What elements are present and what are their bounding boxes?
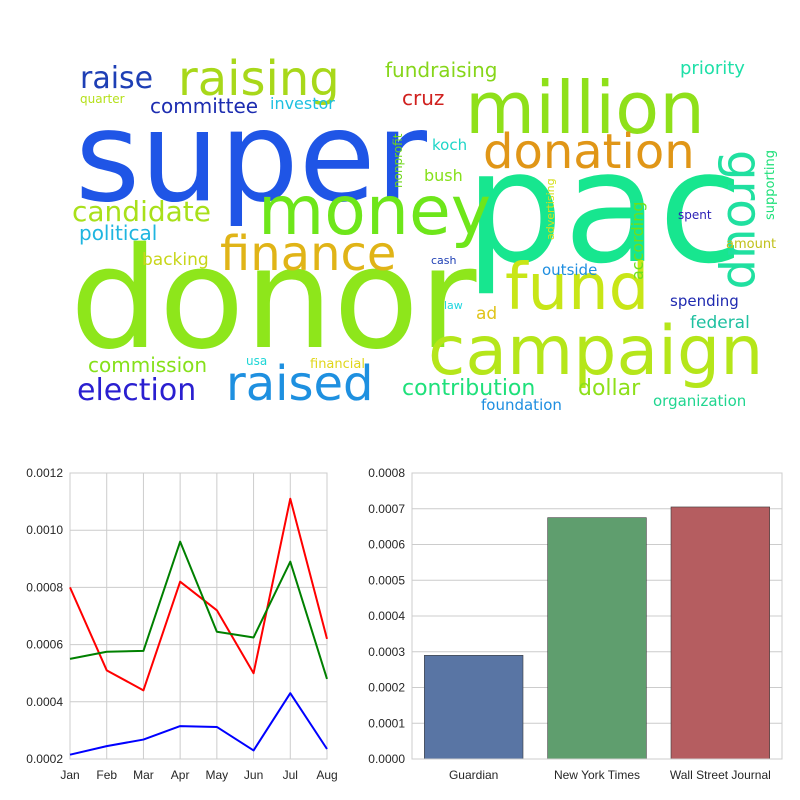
word-cloud-word: supporting (763, 149, 778, 220)
word-cloud: super pac donor million money campaign f… (70, 51, 778, 414)
bar-chart-x-axis: Guardian New York Times Wall Street Journa… (449, 768, 771, 782)
y-tick-label: 0.0006 (368, 538, 405, 552)
word-cloud-word: spending (670, 292, 739, 310)
y-tick-label: 0.0007 (368, 502, 405, 516)
word-cloud-word: spent (678, 208, 712, 222)
word-cloud-word: outside (542, 261, 598, 279)
y-tick-label: 0.0004 (368, 609, 405, 623)
bar (547, 517, 647, 760)
line-chart-x-axis: Jan Feb Mar Apr May Jun Jul Aug (60, 768, 337, 782)
word-cloud-word: ad (476, 304, 498, 324)
y-tick-label: 0.0008 (368, 466, 405, 480)
word-cloud-word: raise (80, 61, 154, 96)
bar-chart-y-axis: 0.0000 0.0001 0.0002 0.0003 0.0004 0.0005 0.00… (368, 466, 405, 766)
word-cloud-word: cash (431, 254, 457, 267)
y-tick-label: 0.0010 (26, 523, 63, 537)
word-cloud-word: candidate (72, 195, 211, 228)
bar (424, 655, 524, 760)
y-tick-label: 0.0005 (368, 573, 405, 587)
y-tick-label: 0.0002 (368, 681, 405, 695)
word-cloud-word: commission (88, 353, 208, 377)
x-tick-label: Jun (244, 768, 263, 782)
word-cloud-word: money (258, 172, 492, 251)
word-cloud-word: bush (424, 166, 463, 185)
bar (670, 506, 770, 760)
y-tick-label: 0.0006 (26, 638, 63, 652)
series-line (69, 540, 328, 680)
word-cloud-word: law (444, 299, 463, 312)
word-cloud-word: advertising (544, 178, 557, 240)
y-tick-label: 0.0001 (368, 716, 405, 730)
x-tick-label: Mar (133, 768, 154, 782)
line-chart-y-axis: 0.0002 0.0004 0.0006 0.0008 0.0010 0.0012 (26, 466, 63, 766)
word-cloud-word: federal (690, 313, 750, 333)
word-cloud-word: pac (465, 117, 744, 298)
x-tick-label: Guardian (449, 768, 498, 782)
word-cloud-word: koch (432, 136, 468, 154)
word-cloud-word: priority (680, 58, 745, 79)
word-cloud-word: super (75, 85, 427, 230)
line-chart-series (69, 497, 328, 756)
word-cloud-word: financial (310, 357, 365, 372)
word-cloud-word: campaign (428, 312, 764, 391)
y-tick-label: 0.0003 (368, 645, 405, 659)
x-tick-label: Apr (171, 768, 190, 782)
x-tick-label: May (206, 768, 229, 782)
word-cloud-word: foundation (481, 396, 562, 414)
x-tick-label: New York Times (554, 768, 640, 782)
word-cloud-word: nonprofit (391, 133, 405, 188)
word-cloud-word: according (628, 201, 647, 280)
word-cloud-word: donation (483, 124, 695, 180)
y-tick-label: 0.0008 (26, 580, 63, 594)
x-tick-label: Feb (96, 768, 117, 782)
series-line (69, 692, 328, 756)
word-cloud-word: million (465, 66, 705, 150)
x-tick-label: Jul (283, 768, 298, 782)
word-cloud-word: dollar (578, 376, 641, 401)
bar-chart-frame (411, 472, 783, 760)
line-chart-grid (69, 472, 328, 760)
word-cloud-word: contribution (402, 376, 536, 401)
word-cloud-word: group (716, 150, 772, 290)
word-cloud-word: raised (226, 356, 374, 412)
word-cloud-word: fund (505, 251, 650, 325)
y-tick-label: 0.0000 (368, 752, 405, 766)
word-cloud-word: committee (150, 94, 259, 118)
word-cloud-word: election (77, 373, 197, 408)
word-cloud-word: donor (70, 218, 477, 381)
x-tick-label: Aug (316, 768, 337, 782)
word-cloud-word: fundraising (385, 58, 498, 82)
word-cloud-word: backing (142, 250, 209, 270)
word-cloud-word: political (79, 221, 158, 245)
word-cloud-word: investor (270, 94, 335, 113)
word-cloud-word: usa (246, 354, 268, 368)
series-line (69, 497, 328, 692)
y-tick-label: 0.0002 (26, 752, 63, 766)
y-tick-label: 0.0012 (26, 466, 63, 480)
bar-chart: 0.0000 0.0001 0.0002 0.0003 0.0004 0.0005 0.00… (368, 466, 783, 782)
word-cloud-word: cruz (402, 86, 445, 110)
word-cloud-word: raising (178, 51, 340, 107)
word-cloud-word: finance (220, 226, 397, 282)
x-tick-label: Jan (60, 768, 79, 782)
word-cloud-word: amount (726, 237, 777, 252)
word-cloud-word: quarter (80, 92, 125, 106)
bar-chart-bars (424, 506, 770, 760)
x-tick-label: Wall Street Journal (670, 768, 771, 782)
line-chart-frame (69, 472, 328, 760)
word-cloud-word: organization (653, 392, 747, 410)
y-tick-label: 0.0004 (26, 695, 63, 709)
line-chart: 0.0002 0.0004 0.0006 0.0008 0.0010 0.0012 Jan… (26, 466, 337, 782)
